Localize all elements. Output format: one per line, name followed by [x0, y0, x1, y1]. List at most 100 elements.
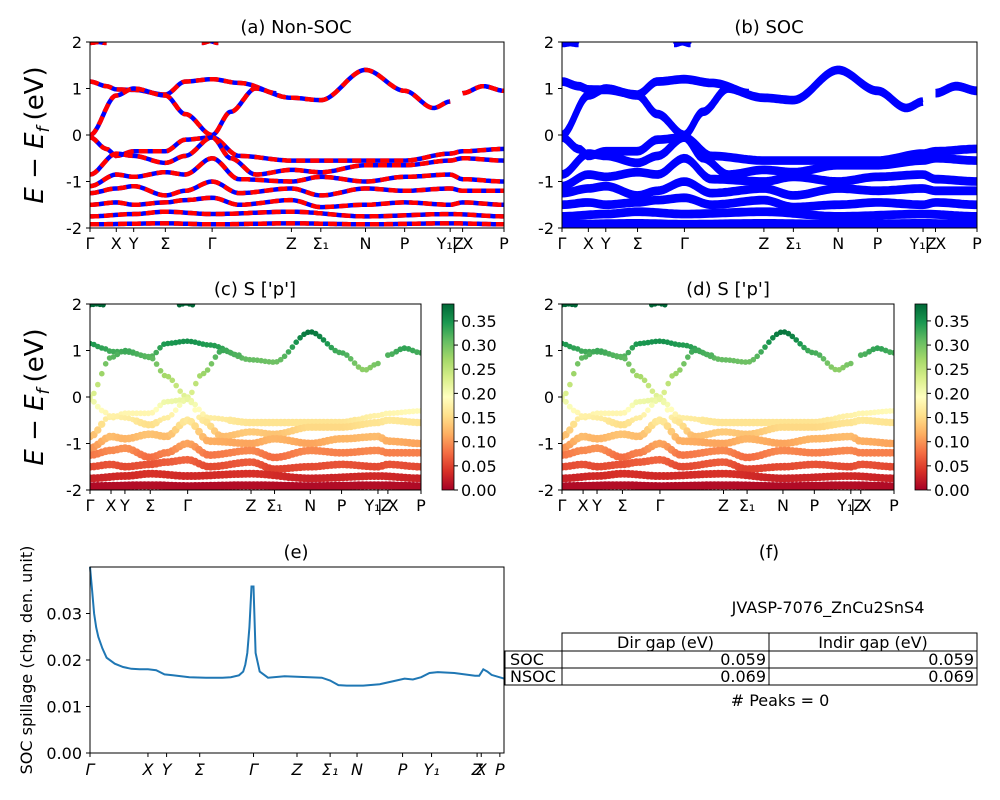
projected-band-point: [98, 420, 106, 428]
band-line-soc: [562, 207, 977, 217]
projected-band-point: [324, 341, 331, 347]
kpoint-label: Γ: [86, 496, 95, 515]
projected-band-point: [890, 462, 894, 471]
projected-band-point: [208, 361, 215, 367]
kpoint-label: X: [578, 496, 589, 515]
kpoint-label: Z: [286, 234, 297, 253]
projected-band-point: [629, 402, 636, 409]
kpoint-label: Γ: [86, 760, 96, 779]
projected-band-point: [672, 411, 679, 417]
spillage-ylabel: SOC spillage (chg. den. unit): [17, 546, 36, 775]
band-line-nonsoc-dashed: [461, 83, 504, 96]
projected-band-point: [660, 399, 667, 406]
projected-band-point: [891, 349, 894, 356]
projected-band-point: [102, 409, 109, 416]
ytick-label: -1: [538, 173, 554, 192]
colorbar-c: 0.00 0.05 0.10 0.15 0.20 0.25 0.30 0.35: [441, 303, 497, 500]
projected-band-point: [625, 349, 632, 356]
projected-band-point: [169, 377, 176, 384]
projected-band-point: [94, 403, 101, 410]
projected-band-point: [157, 345, 163, 351]
ytick-label: 0: [72, 126, 82, 145]
projected-band-point: [367, 364, 374, 371]
kpoint-label: | X: [452, 234, 473, 253]
projected-band-point: [351, 360, 358, 366]
band-line-nonsoc-dashed: [90, 179, 504, 198]
projected-band-point: [770, 335, 776, 341]
projected-band-point: [797, 341, 803, 347]
kpoint-label: Y: [128, 234, 139, 253]
panel-a-title: (a) Non-SOC: [240, 17, 351, 38]
ytick-label: 0.01: [46, 698, 82, 717]
kpoint-label: P: [889, 496, 899, 515]
projected-band-point: [673, 370, 679, 377]
kpoint-label: P: [398, 760, 408, 779]
projected-band-point: [626, 361, 632, 367]
projected-band-point: [176, 402, 183, 409]
table-header-text: Indir gap (eV): [818, 633, 928, 652]
colorbar-tick-label: 0.20: [461, 384, 497, 403]
kpoint-label: Y₁Z: [436, 234, 464, 253]
kpoint-label: Y: [119, 496, 130, 515]
projected-band-point: [100, 304, 106, 308]
projected-band-point: [312, 330, 319, 337]
projected-band-point: [758, 349, 764, 355]
table-cell-text: NSOC: [510, 667, 556, 686]
projected-band-point: [417, 448, 421, 457]
band-ylabel-top: E − Ef(eV): [20, 66, 54, 203]
kpoint-label: X: [583, 234, 594, 253]
band-line-soc: [562, 42, 579, 44]
table-cell-text: 0.059: [928, 650, 974, 669]
kpoint-label: Y₁: [423, 760, 439, 779]
table-caption: JVASP-7076_ZnCu2SnS4: [731, 598, 925, 618]
kpoint-label: Σ: [145, 496, 155, 515]
ytick-label: 0: [72, 388, 82, 407]
ytick-label: 0: [544, 126, 554, 145]
kpoint-label: P: [416, 496, 426, 515]
band-line-nonsoc-dashed: [90, 42, 107, 46]
projected-band-point: [375, 360, 381, 367]
projected-band-point: [662, 304, 668, 308]
projected-band-point: [641, 377, 648, 384]
projected-band-point: [738, 359, 745, 365]
band-line-soc-split: [562, 211, 977, 221]
projected-band-point: [625, 406, 632, 413]
band-line-nonsoc: [90, 195, 504, 210]
projected-band-point: [153, 406, 160, 413]
projected-band-point: [149, 355, 156, 362]
projected-band-point: [649, 402, 655, 409]
colorbar-tick-label: 0.10: [934, 433, 970, 452]
ytick-label: 2: [544, 295, 554, 314]
gap-table: Dir gap (eV) Indir gap (eV) SOC 0.059 0.059 N…: [504, 632, 978, 686]
projected-band-point: [622, 355, 628, 362]
projected-band-point: [820, 356, 827, 362]
kpoint-label: Γ: [86, 234, 95, 253]
projected-band-point: [212, 354, 219, 360]
projected-band-point: [417, 474, 421, 483]
peaks-note: # Peaks = 0: [731, 691, 830, 710]
kpoint-label: Σ₁: [785, 234, 802, 253]
colorbar-gradient: [441, 303, 455, 491]
kpoint-label: X: [111, 234, 122, 253]
band-line-soc: [562, 132, 977, 162]
projected-band-point: [681, 361, 687, 367]
colorbar-tick-label: 0.05: [934, 457, 970, 476]
projected-band-point: [621, 409, 628, 416]
kpoint-label: Z: [246, 496, 257, 515]
table-cell-text: 0.069: [720, 667, 766, 686]
ytick-label: 0: [544, 388, 554, 407]
projected-band-point: [173, 382, 179, 389]
band-line-soc-split: [562, 197, 977, 212]
colorbar-tick-label: 0.30: [934, 336, 970, 355]
projected-band-point: [801, 344, 807, 351]
table-header-text: Dir gap (eV): [617, 633, 714, 652]
ytick-label: -2: [66, 219, 82, 238]
projected-band-point: [418, 349, 421, 356]
projected-band-point: [793, 337, 799, 343]
kpoint-label: Y: [162, 760, 173, 779]
kpoint-label: Σ₁: [322, 760, 339, 779]
kpoint-label: P: [809, 496, 819, 515]
projected-band-point: [102, 416, 109, 422]
